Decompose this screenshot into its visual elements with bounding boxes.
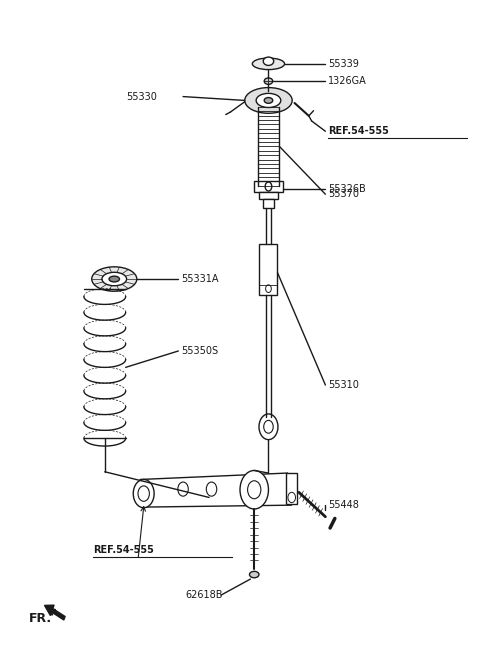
Ellipse shape	[245, 87, 292, 113]
Circle shape	[133, 480, 154, 508]
Text: 55310: 55310	[328, 380, 359, 390]
Circle shape	[259, 414, 278, 439]
Circle shape	[288, 492, 296, 503]
Bar	[259, 192, 278, 200]
Ellipse shape	[109, 276, 120, 282]
Ellipse shape	[263, 57, 274, 65]
Text: 55350S: 55350S	[180, 346, 218, 356]
Circle shape	[265, 285, 271, 292]
Ellipse shape	[250, 572, 259, 578]
Text: REF.54-555: REF.54-555	[328, 126, 389, 136]
Bar	[254, 181, 283, 192]
Circle shape	[240, 470, 268, 509]
Bar	[287, 473, 297, 504]
Ellipse shape	[252, 58, 285, 69]
Polygon shape	[135, 473, 297, 507]
Text: 55326B: 55326B	[328, 184, 366, 194]
Text: 1326GA: 1326GA	[328, 76, 367, 86]
Ellipse shape	[256, 93, 281, 108]
Text: 55339: 55339	[328, 59, 359, 69]
Text: 55331A: 55331A	[180, 274, 218, 284]
Text: 55330: 55330	[126, 91, 157, 102]
Ellipse shape	[92, 267, 137, 291]
Ellipse shape	[102, 272, 127, 286]
Circle shape	[206, 482, 217, 496]
Ellipse shape	[264, 78, 273, 84]
Ellipse shape	[264, 98, 273, 103]
Circle shape	[178, 482, 188, 496]
Text: FR.: FR.	[29, 612, 52, 625]
Bar	[263, 200, 274, 209]
FancyArrow shape	[45, 605, 65, 620]
Text: REF.54-555: REF.54-555	[93, 545, 154, 555]
Circle shape	[248, 481, 261, 499]
Circle shape	[264, 421, 273, 434]
Text: 62618B: 62618B	[185, 590, 223, 600]
Circle shape	[265, 182, 272, 191]
Circle shape	[138, 486, 149, 502]
Text: 55370: 55370	[328, 189, 359, 199]
Bar	[260, 244, 277, 295]
Text: 55448: 55448	[328, 500, 359, 510]
